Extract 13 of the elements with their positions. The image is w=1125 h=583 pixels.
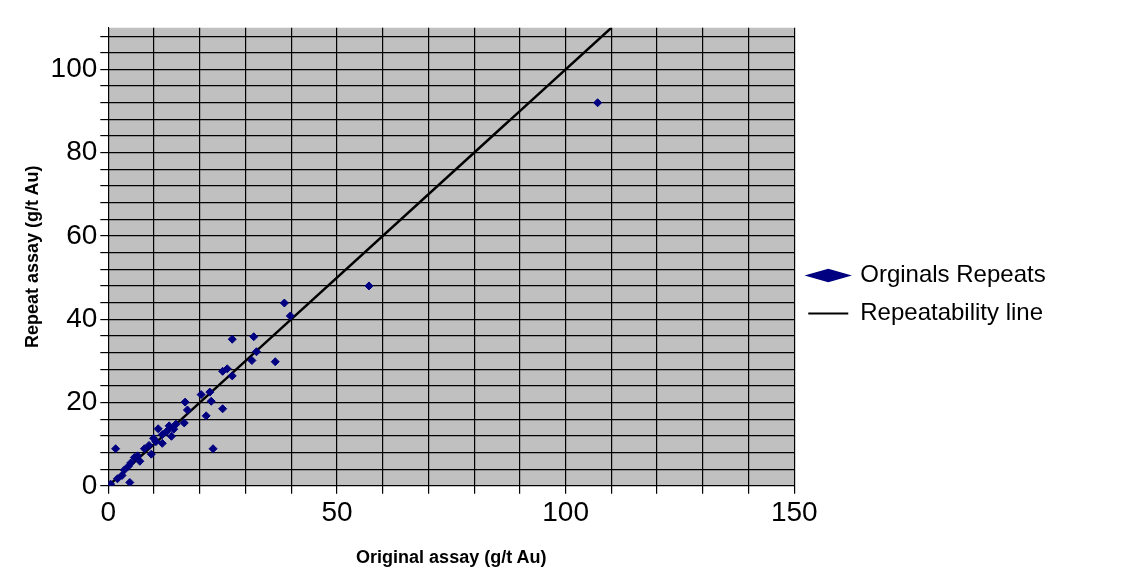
y-tick-label: 80 [66, 135, 98, 167]
x-tick-label: 150 [770, 496, 818, 528]
y-tick-label: 60 [66, 218, 98, 250]
y-tick-label: 0 [81, 468, 98, 500]
y-axis-title: Repeat assay (g/t Au) [21, 165, 42, 348]
x-tick-label: 50 [321, 496, 353, 528]
legend-label: Orginals Repeats [860, 260, 1046, 288]
y-tick-label: 100 [50, 52, 98, 84]
x-tick-label: 100 [542, 496, 589, 528]
y-tick-label: 20 [66, 385, 98, 417]
x-axis-title: Original assay (g/t Au) [356, 547, 547, 568]
legend-label: Repeatability line [860, 298, 1044, 326]
y-tick-label: 40 [66, 301, 98, 333]
